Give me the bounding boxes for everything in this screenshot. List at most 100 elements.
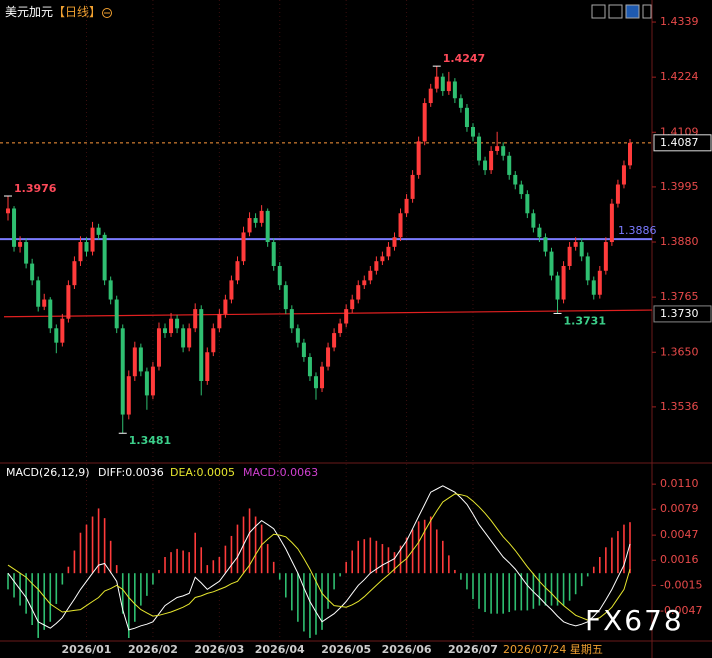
candle-body xyxy=(247,218,252,233)
candle-body xyxy=(591,280,596,295)
candle-body xyxy=(253,218,258,223)
extreme-label: 1.3731 xyxy=(564,314,606,327)
tool-button[interactable] xyxy=(625,4,640,19)
candle-body xyxy=(277,265,282,286)
candle-body xyxy=(549,251,554,276)
candle-body xyxy=(301,342,306,358)
price-box-label: 1.4087 xyxy=(660,136,699,149)
candle-body xyxy=(199,309,204,382)
candle-body xyxy=(163,328,168,334)
macd-line xyxy=(7,493,631,621)
candle-body xyxy=(332,333,337,348)
candle-body xyxy=(18,242,23,247)
candle-body xyxy=(169,318,174,334)
candle-body xyxy=(241,232,246,262)
extreme-label: 1.3481 xyxy=(129,434,171,447)
candle-body xyxy=(102,234,107,281)
y-tick-label: 1.3765 xyxy=(660,290,699,303)
candle-body xyxy=(362,280,367,286)
candle-body xyxy=(458,98,463,108)
candle-body xyxy=(477,136,482,161)
candle-body xyxy=(96,227,101,235)
candle-body xyxy=(313,376,318,389)
collapse-icon[interactable] xyxy=(102,8,112,18)
extreme-label: 1.4247 xyxy=(443,52,485,65)
candle-body xyxy=(48,299,53,329)
y-tick-label: -0.0015 xyxy=(660,578,702,591)
candle-body xyxy=(531,213,536,228)
candle-body xyxy=(597,270,602,295)
candle-body xyxy=(175,318,180,329)
candle-body xyxy=(416,141,421,175)
x-tick-label: 2026/06 xyxy=(382,643,432,656)
macd-line xyxy=(7,485,631,631)
candle-body xyxy=(519,184,524,195)
y-tick-label: 1.3880 xyxy=(660,235,699,248)
cursor-label-bg xyxy=(500,642,634,658)
candle-body xyxy=(603,242,608,271)
candle-body xyxy=(513,174,518,185)
candle-body xyxy=(265,210,270,243)
candle-body xyxy=(24,242,29,264)
candle-body xyxy=(489,150,494,171)
candle-body xyxy=(54,328,59,343)
watermark: FX678 xyxy=(585,604,684,637)
candle-body xyxy=(404,198,409,214)
candle-body xyxy=(380,256,385,262)
tool-button[interactable] xyxy=(642,4,652,19)
candle-body xyxy=(338,323,343,334)
candle-body xyxy=(507,155,512,175)
candle-body xyxy=(398,213,403,238)
tool-button[interactable] xyxy=(608,4,623,19)
candle-body xyxy=(12,208,17,247)
candle-body xyxy=(579,242,584,257)
candle-body xyxy=(138,347,143,372)
candle-body xyxy=(368,270,373,281)
candle-body xyxy=(181,328,186,348)
candle-body xyxy=(350,299,355,310)
candle-body xyxy=(211,328,216,353)
trend-box xyxy=(653,305,712,323)
candle-body xyxy=(223,299,228,314)
candle-body xyxy=(567,246,572,266)
candle-body xyxy=(30,263,35,281)
y-tick-label: 0.0110 xyxy=(660,477,699,490)
candle-body xyxy=(434,76,439,89)
candle-body xyxy=(628,142,632,166)
y-tick-label: 0.0079 xyxy=(660,502,699,515)
y-tick-label: 0.0047 xyxy=(660,528,699,541)
candle-body xyxy=(452,81,457,99)
candle-body xyxy=(446,81,451,92)
candle-body xyxy=(84,242,89,252)
y-tick-label: 1.4339 xyxy=(660,15,699,28)
tool-button[interactable] xyxy=(591,4,606,19)
x-tick-label: 2026/02 xyxy=(128,643,178,656)
x-tick-label: 2026/01 xyxy=(62,643,112,656)
candle-body xyxy=(217,313,222,329)
candle-body xyxy=(114,299,119,329)
candle-body xyxy=(483,160,488,171)
candle-body xyxy=(344,309,349,324)
candle-body xyxy=(561,265,566,300)
candle-body xyxy=(501,146,506,156)
candle-body xyxy=(60,318,65,343)
candle-body xyxy=(144,371,149,396)
candle-body xyxy=(72,261,77,286)
candle-body xyxy=(392,237,397,247)
candle-body xyxy=(428,88,433,104)
x-tick-label: 2026/03 xyxy=(194,643,244,656)
toolbar xyxy=(591,4,652,19)
candle-body xyxy=(422,103,427,142)
candle-body xyxy=(307,357,312,377)
candle-body xyxy=(386,246,391,257)
x-tick-label: 2026/07 xyxy=(448,643,498,656)
candle-body xyxy=(573,242,578,247)
candle-body xyxy=(440,76,445,92)
x-tick-label: 2026/05 xyxy=(321,643,371,656)
candle-body xyxy=(295,328,300,343)
y-tick-label: 1.3650 xyxy=(660,345,699,358)
candle-body xyxy=(90,227,95,252)
x-tick-label: 2026/04 xyxy=(255,643,305,656)
